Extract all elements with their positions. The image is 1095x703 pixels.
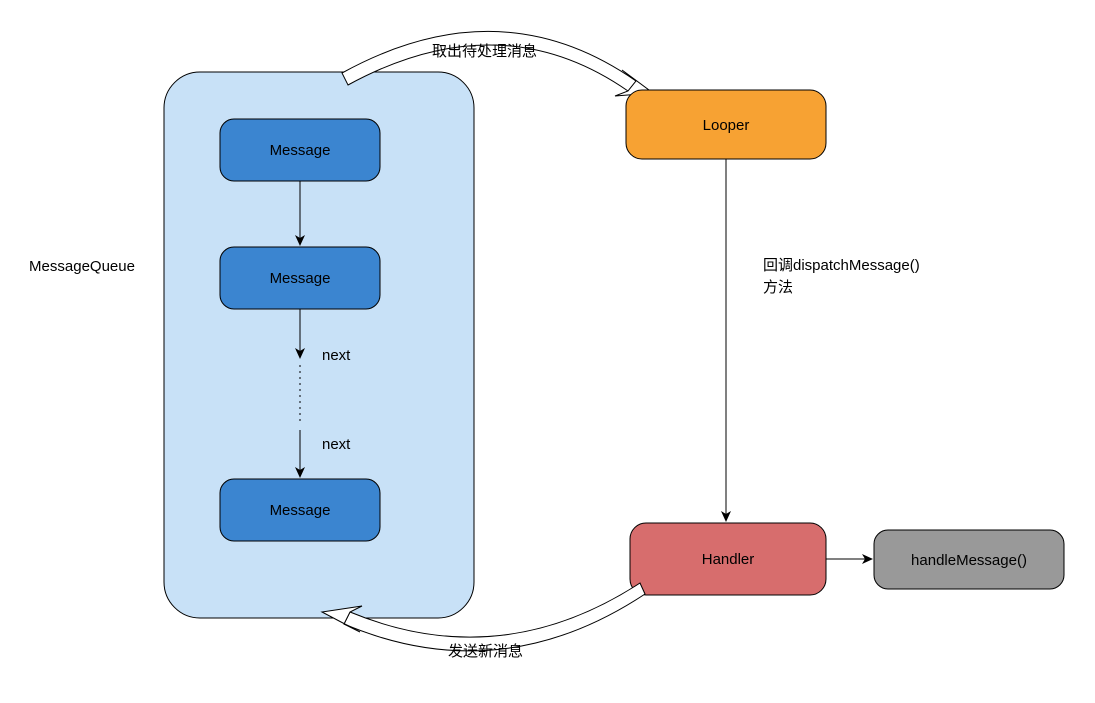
looper-label: Looper — [703, 117, 750, 134]
message-node-3-label: Message — [270, 502, 331, 519]
dispatch-label-line2: 方法 — [763, 279, 793, 296]
message-queue-label: MessageQueue — [29, 258, 135, 275]
handler-label: Handler — [702, 551, 755, 568]
handlemessage-label: handleMessage() — [911, 552, 1027, 569]
next-label-2: next — [322, 436, 351, 453]
message-node-1-label: Message — [270, 142, 331, 159]
arc-top-label: 取出待处理消息 — [432, 43, 537, 60]
arc-bottom-label: 发送新消息 — [448, 643, 523, 660]
message-node-2-label: Message — [270, 270, 331, 287]
dispatch-label-line1: 回调dispatchMessage() — [763, 257, 920, 274]
next-label-1: next — [322, 347, 351, 364]
